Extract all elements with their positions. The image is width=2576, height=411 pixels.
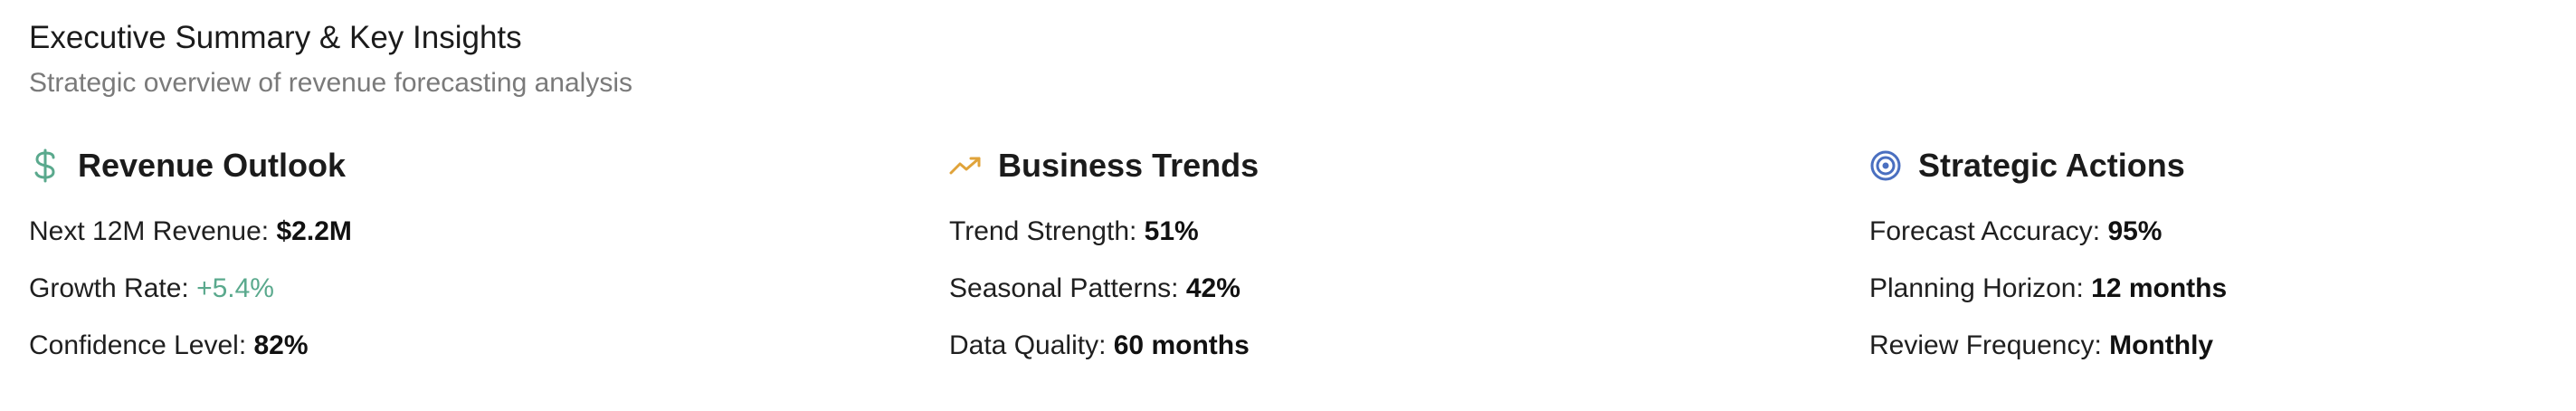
metric-label: Forecast Accuracy: [1869,216,2108,246]
page-subtitle: Strategic overview of revenue forecastin… [29,68,633,98]
metric-data-quality: Data Quality: 60 months [949,326,1869,383]
metric-value: 51% [1144,216,1199,246]
metric-label: Next 12M Revenue: [29,216,277,246]
metric-growth-rate: Growth Rate: +5.4% [29,269,949,326]
metric-trend-strength: Trend Strength: 51% [949,212,1869,269]
metric-planning-horizon: Planning Horizon: 12 months [1869,269,2576,326]
metric-value: 42% [1185,273,1240,303]
metric-value: Monthly [2109,330,2214,360]
section-header: Strategic Actions [1869,143,2576,188]
metric-label: Seasonal Patterns: [949,273,1186,303]
metric-value: 12 months [2091,273,2228,303]
metric-label: Growth Rate: [29,273,197,303]
metric-label: Planning Horizon: [1869,273,2092,303]
section-header: Business Trends [949,143,1869,188]
metric-value: +5.4% [196,273,274,303]
metric-list: Forecast Accuracy: 95% Planning Horizon:… [1869,212,2576,383]
metric-review-frequency: Review Frequency: Monthly [1869,326,2576,383]
metric-list: Next 12M Revenue: $2.2M Growth Rate: +5.… [29,212,949,383]
section-title: Strategic Actions [1918,147,2185,184]
insight-columns: Revenue Outlook Next 12M Revenue: $2.2M … [29,143,2547,383]
metric-list: Trend Strength: 51% Seasonal Patterns: 4… [949,212,1869,383]
metric-value: 95% [2107,216,2163,246]
metric-label: Data Quality: [949,330,1114,360]
business-trends-section: Business Trends Trend Strength: 51% Seas… [949,143,1869,383]
metric-label: Review Frequency: [1869,330,2110,360]
metric-seasonal-patterns: Seasonal Patterns: 42% [949,269,1869,326]
strategic-actions-section: Strategic Actions Forecast Accuracy: 95%… [1869,143,2576,383]
section-title: Revenue Outlook [78,147,347,184]
metric-forecast-accuracy: Forecast Accuracy: 95% [1869,212,2576,269]
metric-next-12m-revenue: Next 12M Revenue: $2.2M [29,212,949,269]
metric-label: Confidence Level: [29,330,254,360]
trending-up-icon [949,149,982,182]
metric-confidence-level: Confidence Level: 82% [29,326,949,383]
metric-label: Trend Strength: [949,216,1145,246]
section-title: Business Trends [998,147,1259,184]
metric-value: 60 months [1113,330,1250,360]
metric-value: 82% [253,330,309,360]
section-header: Revenue Outlook [29,143,949,188]
revenue-outlook-section: Revenue Outlook Next 12M Revenue: $2.2M … [29,143,949,383]
target-icon [1869,149,1902,182]
metric-value: $2.2M [276,216,352,246]
page-title: Executive Summary & Key Insights [29,20,522,55]
dollar-icon [29,148,62,183]
